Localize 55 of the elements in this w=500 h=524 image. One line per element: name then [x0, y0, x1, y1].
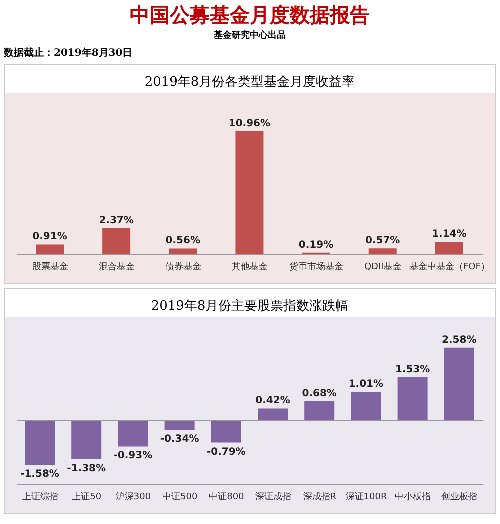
x-tick-label: 中小板指 — [395, 491, 432, 502]
bar — [102, 228, 131, 255]
x-tick-label: 中证500 — [162, 491, 198, 502]
data-label: 0.19% — [298, 240, 334, 251]
bar — [236, 132, 264, 255]
chart-title: 2019年8月份主要股票指数涨跌幅 — [150, 298, 350, 316]
x-tick-label: 股票基金 — [32, 261, 68, 272]
x-tick-label: 创业板指 — [442, 491, 478, 502]
data-label: 0.42% — [256, 396, 290, 407]
data-label: 1.14% — [432, 229, 467, 240]
x-tick-label: 中证800 — [209, 491, 245, 502]
x-tick-label: 深成指R — [303, 491, 337, 502]
data-label: 0.91% — [32, 232, 68, 243]
bar — [444, 348, 474, 421]
x-tick-label: 货币市场基金 — [290, 261, 344, 272]
x-tick-label: 基金中基金（FOF） — [409, 261, 490, 272]
text: 数据截止：2019年8月30日 — [2, 46, 134, 60]
data-label: -1.58% — [20, 468, 60, 480]
x-tick-label: 沪深300 — [116, 491, 152, 502]
x-tick-label: 混合基金 — [98, 261, 135, 272]
bar — [368, 248, 397, 255]
data-label: -0.79% — [206, 446, 246, 458]
bar — [211, 420, 242, 443]
x-tick-label: 其他基金 — [232, 261, 268, 272]
data-label: 2.37% — [99, 215, 134, 226]
bar — [118, 420, 148, 447]
bar — [164, 420, 195, 430]
bar — [72, 420, 102, 460]
bar — [36, 244, 64, 255]
text: 基金研究中心出品 — [213, 29, 287, 42]
bar — [351, 392, 382, 421]
data-label: 0.57% — [366, 236, 400, 247]
bar — [25, 420, 55, 465]
x-tick-label: 深证100R — [346, 491, 388, 502]
data-label: 1.53% — [395, 364, 430, 376]
x-tick-label: 上证综指 — [22, 491, 58, 502]
x-tick-label: QDII基金 — [364, 261, 402, 272]
data-label: -0.93% — [114, 450, 153, 462]
bar — [398, 377, 428, 421]
bar — [169, 248, 198, 255]
bar — [435, 242, 464, 255]
x-tick-label: 债券基金 — [165, 261, 202, 272]
data-label: 2.58% — [442, 334, 477, 346]
data-label: -1.38% — [67, 463, 106, 474]
data-label: 10.96% — [228, 118, 271, 130]
data-label: 0.68% — [302, 388, 337, 400]
chart-title: 2019年8月份各类型基金月度收益率 — [144, 74, 356, 92]
data-label: 1.01% — [348, 379, 384, 390]
bar — [258, 408, 288, 421]
x-tick-label: 上证50 — [72, 491, 102, 502]
x-tick-label: 深证成指 — [255, 491, 292, 502]
data-label: -0.34% — [160, 434, 200, 446]
text: 中国公募基金月度数据报告 — [129, 2, 371, 29]
bar — [304, 401, 335, 421]
data-label: 0.56% — [166, 236, 200, 247]
